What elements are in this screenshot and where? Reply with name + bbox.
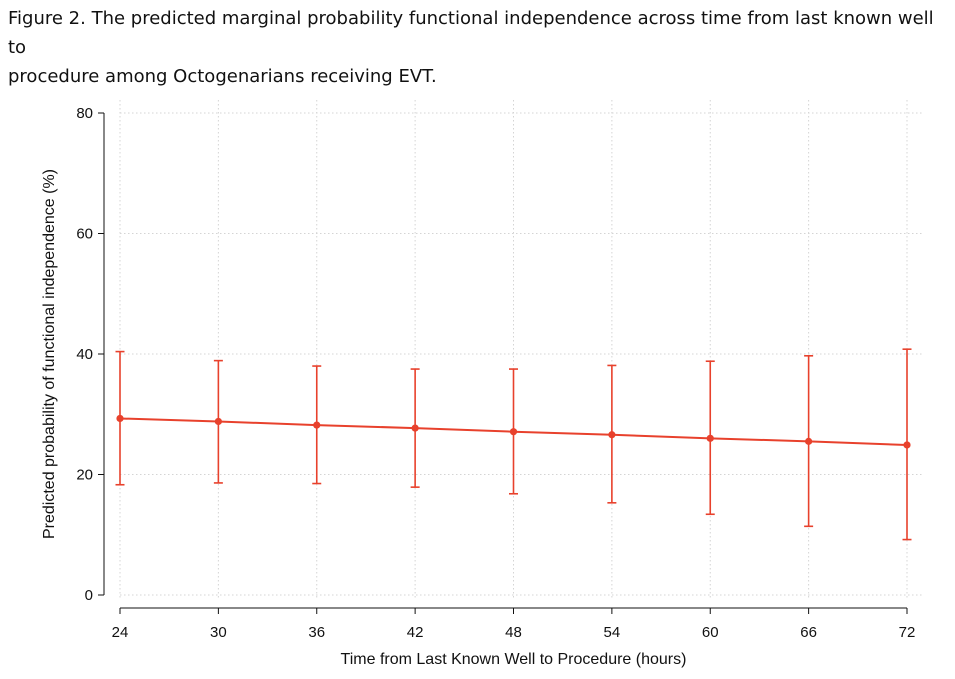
data-point <box>411 424 419 432</box>
x-tick-label: 60 <box>702 624 719 641</box>
data-point <box>706 434 714 442</box>
axes: 0 20 40 60 80 24 30 36 42 48 54 60 66 72 <box>76 105 915 641</box>
y-tick-label: 40 <box>76 346 93 363</box>
x-tick-label: 72 <box>899 624 916 641</box>
x-axis-ticks: 24 30 36 42 48 54 60 66 72 <box>112 608 916 641</box>
data-point <box>116 414 124 423</box>
data-point <box>608 431 616 439</box>
x-tick-label: 66 <box>800 624 817 641</box>
y-tick-label: 60 <box>76 226 93 243</box>
caption-line-2: procedure among Octogenarians receiving … <box>8 66 437 87</box>
x-axis-label: Time from Last Known Well to Procedure (… <box>341 651 687 668</box>
x-tick-label: 36 <box>308 624 325 641</box>
series-layer <box>116 414 911 449</box>
data-point <box>313 421 321 429</box>
data-point <box>903 441 911 449</box>
x-tick-label: 54 <box>604 624 621 641</box>
x-tick-label: 48 <box>505 624 522 641</box>
y-tick-label: 80 <box>76 105 93 122</box>
x-tick-label: 24 <box>112 624 129 641</box>
y-axis-label: Predicted probability of functional inde… <box>41 169 58 539</box>
y-axis-ticks: 0 20 40 60 80 <box>76 105 104 604</box>
data-point <box>509 428 518 436</box>
y-tick-label: 0 <box>85 587 93 604</box>
error-bars <box>115 348 912 541</box>
data-point <box>214 417 222 426</box>
caption-line-1: Figure 2. The predicted marginal probabi… <box>8 8 934 58</box>
figure-caption: Figure 2. The predicted marginal probabi… <box>8 4 948 91</box>
gridlines <box>119 100 923 599</box>
x-tick-label: 30 <box>210 624 227 641</box>
y-tick-label: 20 <box>76 467 93 484</box>
data-point <box>805 437 813 445</box>
x-tick-label: 42 <box>407 624 424 641</box>
